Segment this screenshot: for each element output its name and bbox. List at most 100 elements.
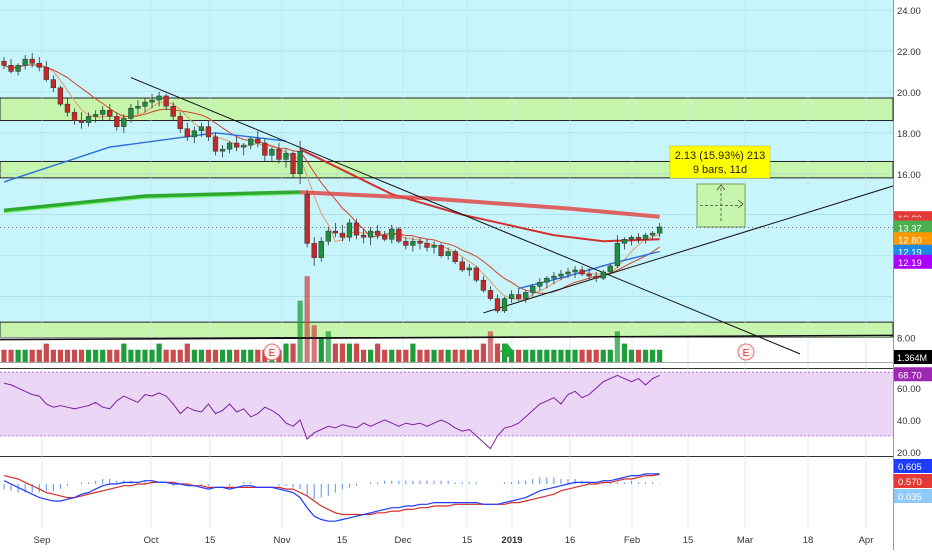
candle-body[interactable] [438,245,444,256]
candle-body[interactable] [262,142,268,156]
candle-body[interactable] [396,228,402,242]
volume-trend-line[interactable] [0,334,894,341]
candle-body[interactable] [367,230,374,238]
candle-body[interactable] [170,105,176,117]
candle-body[interactable] [241,144,247,148]
candle-body[interactable] [657,226,663,234]
candle-body[interactable] [375,230,381,236]
candle-body[interactable] [466,267,472,271]
candle-body[interactable] [255,138,261,144]
candle-body[interactable] [346,222,353,238]
candle-body[interactable] [114,116,120,127]
candle-body[interactable] [205,126,212,138]
candle-body[interactable] [8,65,14,72]
candle-body[interactable] [459,261,465,271]
candle-body[interactable] [607,265,613,273]
candle-body[interactable] [276,148,282,160]
candle-body[interactable] [85,116,92,123]
candle-body[interactable] [537,281,543,287]
candle-body[interactable] [219,148,226,152]
candle-body[interactable] [22,58,28,66]
candle-body[interactable] [628,236,635,240]
candle-body[interactable] [389,228,395,240]
candle-body[interactable] [445,251,451,256]
candle-body[interactable] [283,153,289,160]
candle-body[interactable] [36,62,42,68]
candle-body[interactable] [403,241,409,246]
candle-body[interactable] [318,241,324,258]
up-arrow-icon[interactable] [500,343,514,357]
candle-body[interactable] [149,99,155,103]
candle-body[interactable] [163,95,169,107]
candle-body[interactable] [565,271,571,275]
candle-body[interactable] [135,105,141,109]
candle-body[interactable] [64,103,71,113]
candle-body[interactable] [100,110,106,115]
candle-body[interactable] [43,67,49,80]
downtrend-line[interactable] [130,77,801,355]
candle-body[interactable] [57,87,64,105]
candle-body[interactable] [417,241,423,244]
candle-body[interactable] [269,148,275,156]
candle-body[interactable] [71,112,78,121]
candle-body[interactable] [579,269,585,275]
candle-body[interactable] [311,243,317,258]
uptrend-line[interactable] [483,185,894,314]
candle-body[interactable] [128,108,134,119]
candle-body[interactable] [107,110,113,117]
candle-body[interactable] [572,269,578,273]
candle-body[interactable] [544,277,550,283]
candle-body[interactable] [452,251,458,263]
candle-body[interactable] [523,292,529,299]
candle-body[interactable] [15,65,21,72]
resistance-zone[interactable] [0,97,894,122]
earnings-marker[interactable] [737,343,755,361]
candle-body[interactable] [297,150,303,174]
candle-body[interactable] [480,279,487,291]
earnings-marker[interactable] [263,343,281,361]
candle-body[interactable] [558,273,564,277]
candle-body[interactable] [248,138,254,146]
candle-body[interactable] [212,136,219,152]
candle-body[interactable] [339,232,346,238]
candle-body[interactable] [501,298,508,312]
candle-body[interactable] [410,241,416,246]
candle-body[interactable] [184,128,190,138]
candle-body[interactable] [530,286,536,293]
candle-body[interactable] [621,239,628,244]
candle-body[interactable] [121,118,127,127]
candle-body[interactable] [177,116,183,129]
candle-body[interactable] [234,142,240,148]
candle-body[interactable] [325,230,331,242]
candle-body[interactable] [290,153,296,174]
candle-body[interactable] [382,234,388,240]
candle-body[interactable] [142,101,148,107]
candle-body[interactable] [156,95,162,101]
candle-body[interactable] [494,298,501,312]
candle-body[interactable] [635,236,642,240]
candle-body[interactable] [78,120,85,123]
candle-body[interactable] [600,271,606,279]
candle-body[interactable] [29,58,35,64]
candle-body[interactable] [487,290,494,299]
candle-body[interactable] [353,222,360,236]
candle-body[interactable] [191,130,197,138]
candle-body[interactable] [516,294,522,299]
candle-body[interactable] [508,294,515,299]
candle-body[interactable] [649,232,656,236]
candle-body[interactable] [93,114,99,117]
candle-body[interactable] [424,243,430,248]
candle-body[interactable] [473,267,480,281]
candle-body[interactable] [586,273,592,277]
support-zone[interactable] [0,321,894,338]
candle-body[interactable] [226,142,233,150]
candle-body[interactable] [360,234,367,238]
candle-body[interactable] [593,275,599,279]
candle-body[interactable] [304,193,310,244]
candle-body[interactable] [642,234,649,240]
candle-body[interactable] [431,245,437,248]
candle-body[interactable] [551,275,557,279]
candle-body[interactable] [332,230,339,234]
